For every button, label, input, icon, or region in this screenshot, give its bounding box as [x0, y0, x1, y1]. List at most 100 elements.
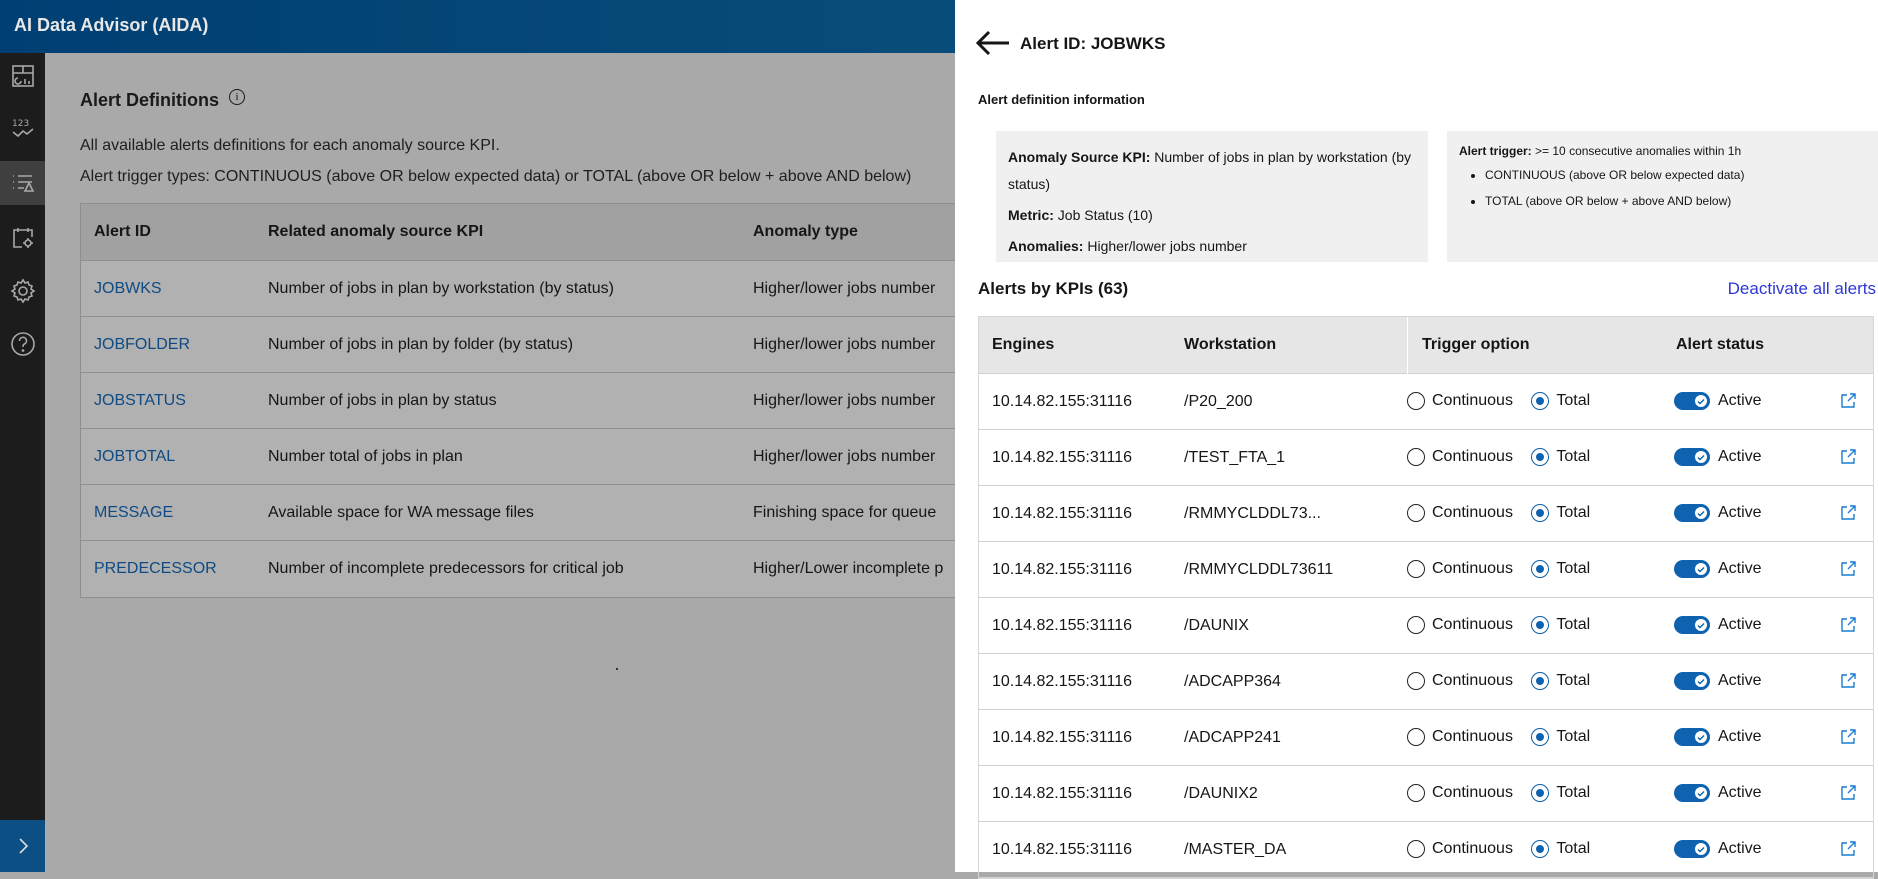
external-link-icon[interactable] [1840, 785, 1856, 801]
table-row: 10.14.82.155:31116 /RMMYCLDDL73... Conti… [979, 486, 1873, 542]
alert-status-toggle[interactable] [1674, 840, 1710, 859]
trigger-value: >= 10 consecutive anomalies within 1h [1535, 144, 1742, 158]
continuous-radio[interactable] [1407, 448, 1425, 467]
table-row: 10.14.82.155:31116 /ADCAPP364 Continuous… [979, 654, 1873, 710]
continuous-radio[interactable] [1407, 504, 1425, 523]
kpi-cell: Number of jobs in plan by status [268, 391, 497, 409]
dashboard-icon [11, 65, 34, 87]
anomaly-type-cell: Finishing space for queue [753, 503, 937, 521]
column-header: Alert status [1676, 336, 1765, 353]
alert-status-toggle[interactable] [1674, 392, 1710, 411]
external-link-icon[interactable] [1840, 617, 1856, 633]
anomaly-type-cell: Higher/lower jobs number [753, 279, 936, 297]
alert-status-toggle[interactable] [1674, 448, 1710, 467]
engine-cell: 10.14.82.155:31116 [992, 784, 1132, 802]
continuous-label: Continuous [1432, 728, 1513, 746]
table-row: JOBSTATUS Number of jobs in plan by stat… [81, 373, 960, 429]
sidebar-item-calendar-settings[interactable] [0, 216, 45, 260]
workstation-cell: /MASTER_DA [1184, 840, 1287, 858]
sidebar-item-kpis[interactable]: 123 [0, 106, 45, 150]
total-label: Total [1556, 392, 1591, 410]
continuous-radio[interactable] [1407, 840, 1425, 859]
sidebar-item-settings[interactable] [0, 269, 45, 313]
deactivate-all-link[interactable]: Deactivate all alerts [1727, 279, 1876, 298]
alert-status-toggle[interactable] [1674, 728, 1710, 747]
expand-sidebar-button[interactable] [0, 820, 45, 872]
continuous-radio[interactable] [1407, 728, 1425, 747]
alert-status-toggle[interactable] [1674, 672, 1710, 691]
total-label: Total [1556, 840, 1591, 858]
alert-id-link[interactable]: PREDECESSOR [94, 560, 217, 577]
alert-definitions-table: Alert ID Related anomaly source KPI Anom… [80, 203, 960, 598]
total-radio[interactable] [1531, 392, 1550, 411]
total-radio[interactable] [1531, 448, 1550, 467]
total-radio[interactable] [1531, 840, 1550, 859]
total-label: Total [1556, 784, 1591, 802]
alert-detail-panel: Alert ID: JOBWKS Alert definition inform… [955, 0, 1878, 879]
metric-value: Job Status (10) [1057, 207, 1153, 223]
external-link-icon[interactable] [1840, 505, 1856, 521]
anomaly-type-cell: Higher/Lower incomplete p [753, 560, 944, 577]
alert-id-link[interactable]: MESSAGE [94, 503, 174, 521]
check-icon [1697, 399, 1705, 405]
sidebar-item-dashboard[interactable] [0, 54, 45, 98]
external-link-icon[interactable] [1840, 729, 1856, 745]
column-header: Alert ID [94, 223, 151, 240]
alert-id-link[interactable]: JOBTOTAL [94, 447, 176, 465]
info-icon[interactable]: i [229, 89, 245, 105]
back-arrow-icon[interactable] [975, 30, 1011, 56]
sidebar-item-alert-definitions[interactable] [0, 161, 45, 205]
external-link-icon[interactable] [1840, 449, 1856, 465]
alert-status-toggle[interactable] [1674, 560, 1710, 579]
total-radio[interactable] [1531, 784, 1550, 803]
total-label: Total [1556, 672, 1591, 690]
alert-status-toggle[interactable] [1674, 504, 1710, 523]
continuous-radio[interactable] [1407, 784, 1425, 803]
external-link-icon[interactable] [1840, 841, 1856, 857]
total-radio[interactable] [1531, 672, 1550, 691]
total-radio[interactable] [1531, 560, 1550, 579]
total-label: Total [1556, 448, 1591, 466]
alert-id-link[interactable]: JOBFOLDER [94, 335, 191, 353]
page-title: Alert Definitions [80, 90, 220, 110]
workstation-cell: /ADCAPP241 [1184, 728, 1281, 746]
continuous-radio[interactable] [1407, 672, 1425, 691]
table-row: 10.14.82.155:31116 /ADCAPP241 Continuous… [979, 710, 1873, 766]
table-row: JOBTOTAL Number total of jobs in plan Hi… [81, 429, 960, 485]
external-link-icon[interactable] [1840, 393, 1856, 409]
continuous-label: Continuous [1432, 840, 1513, 858]
trigger-types-description: Alert trigger types: CONTINUOUS (above O… [80, 168, 912, 185]
total-radio[interactable] [1531, 504, 1550, 523]
status-label: Active [1718, 672, 1762, 690]
total-radio[interactable] [1531, 616, 1550, 635]
continuous-radio[interactable] [1407, 560, 1425, 579]
alert-id-link[interactable]: JOBSTATUS [94, 391, 186, 409]
continuous-radio[interactable] [1407, 616, 1425, 635]
continuous-label: Continuous [1432, 560, 1513, 578]
column-header: Workstation [1184, 336, 1277, 353]
check-icon [1697, 679, 1705, 685]
calendar-settings-icon [12, 228, 33, 248]
trigger-info-box: Alert trigger: >= 10 consecutive anomali… [1447, 131, 1878, 262]
anomaly-type-cell: Higher/lower jobs number [753, 391, 936, 409]
alert-status-toggle[interactable] [1674, 616, 1710, 635]
panel-title: Alert ID: JOBWKS [1020, 34, 1166, 53]
total-radio[interactable] [1531, 728, 1550, 747]
continuous-radio[interactable] [1407, 392, 1425, 411]
alert-id-link[interactable]: JOBWKS [94, 279, 162, 297]
sidebar-item-help[interactable] [0, 322, 45, 366]
anomaly-type-cell: Higher/lower jobs number [753, 335, 936, 353]
external-link-icon[interactable] [1840, 673, 1856, 689]
external-link-icon[interactable] [1840, 561, 1856, 577]
anomalies-label: Anomalies: [1008, 238, 1084, 254]
anomaly-type-cell: Higher/lower jobs number [753, 447, 936, 465]
kpi-cell: Number of incomplete predecessors for cr… [268, 560, 624, 577]
table-row: 10.14.82.155:31116 /DAUNIX2 Continuous T… [979, 766, 1873, 822]
column-header: Trigger option [1407, 316, 1660, 374]
svg-text:123: 123 [12, 119, 29, 129]
status-label: Active [1718, 840, 1762, 858]
gear-icon [10, 278, 35, 304]
status-label: Active [1718, 560, 1762, 578]
alert-status-toggle[interactable] [1674, 784, 1710, 803]
check-icon [1697, 623, 1705, 629]
